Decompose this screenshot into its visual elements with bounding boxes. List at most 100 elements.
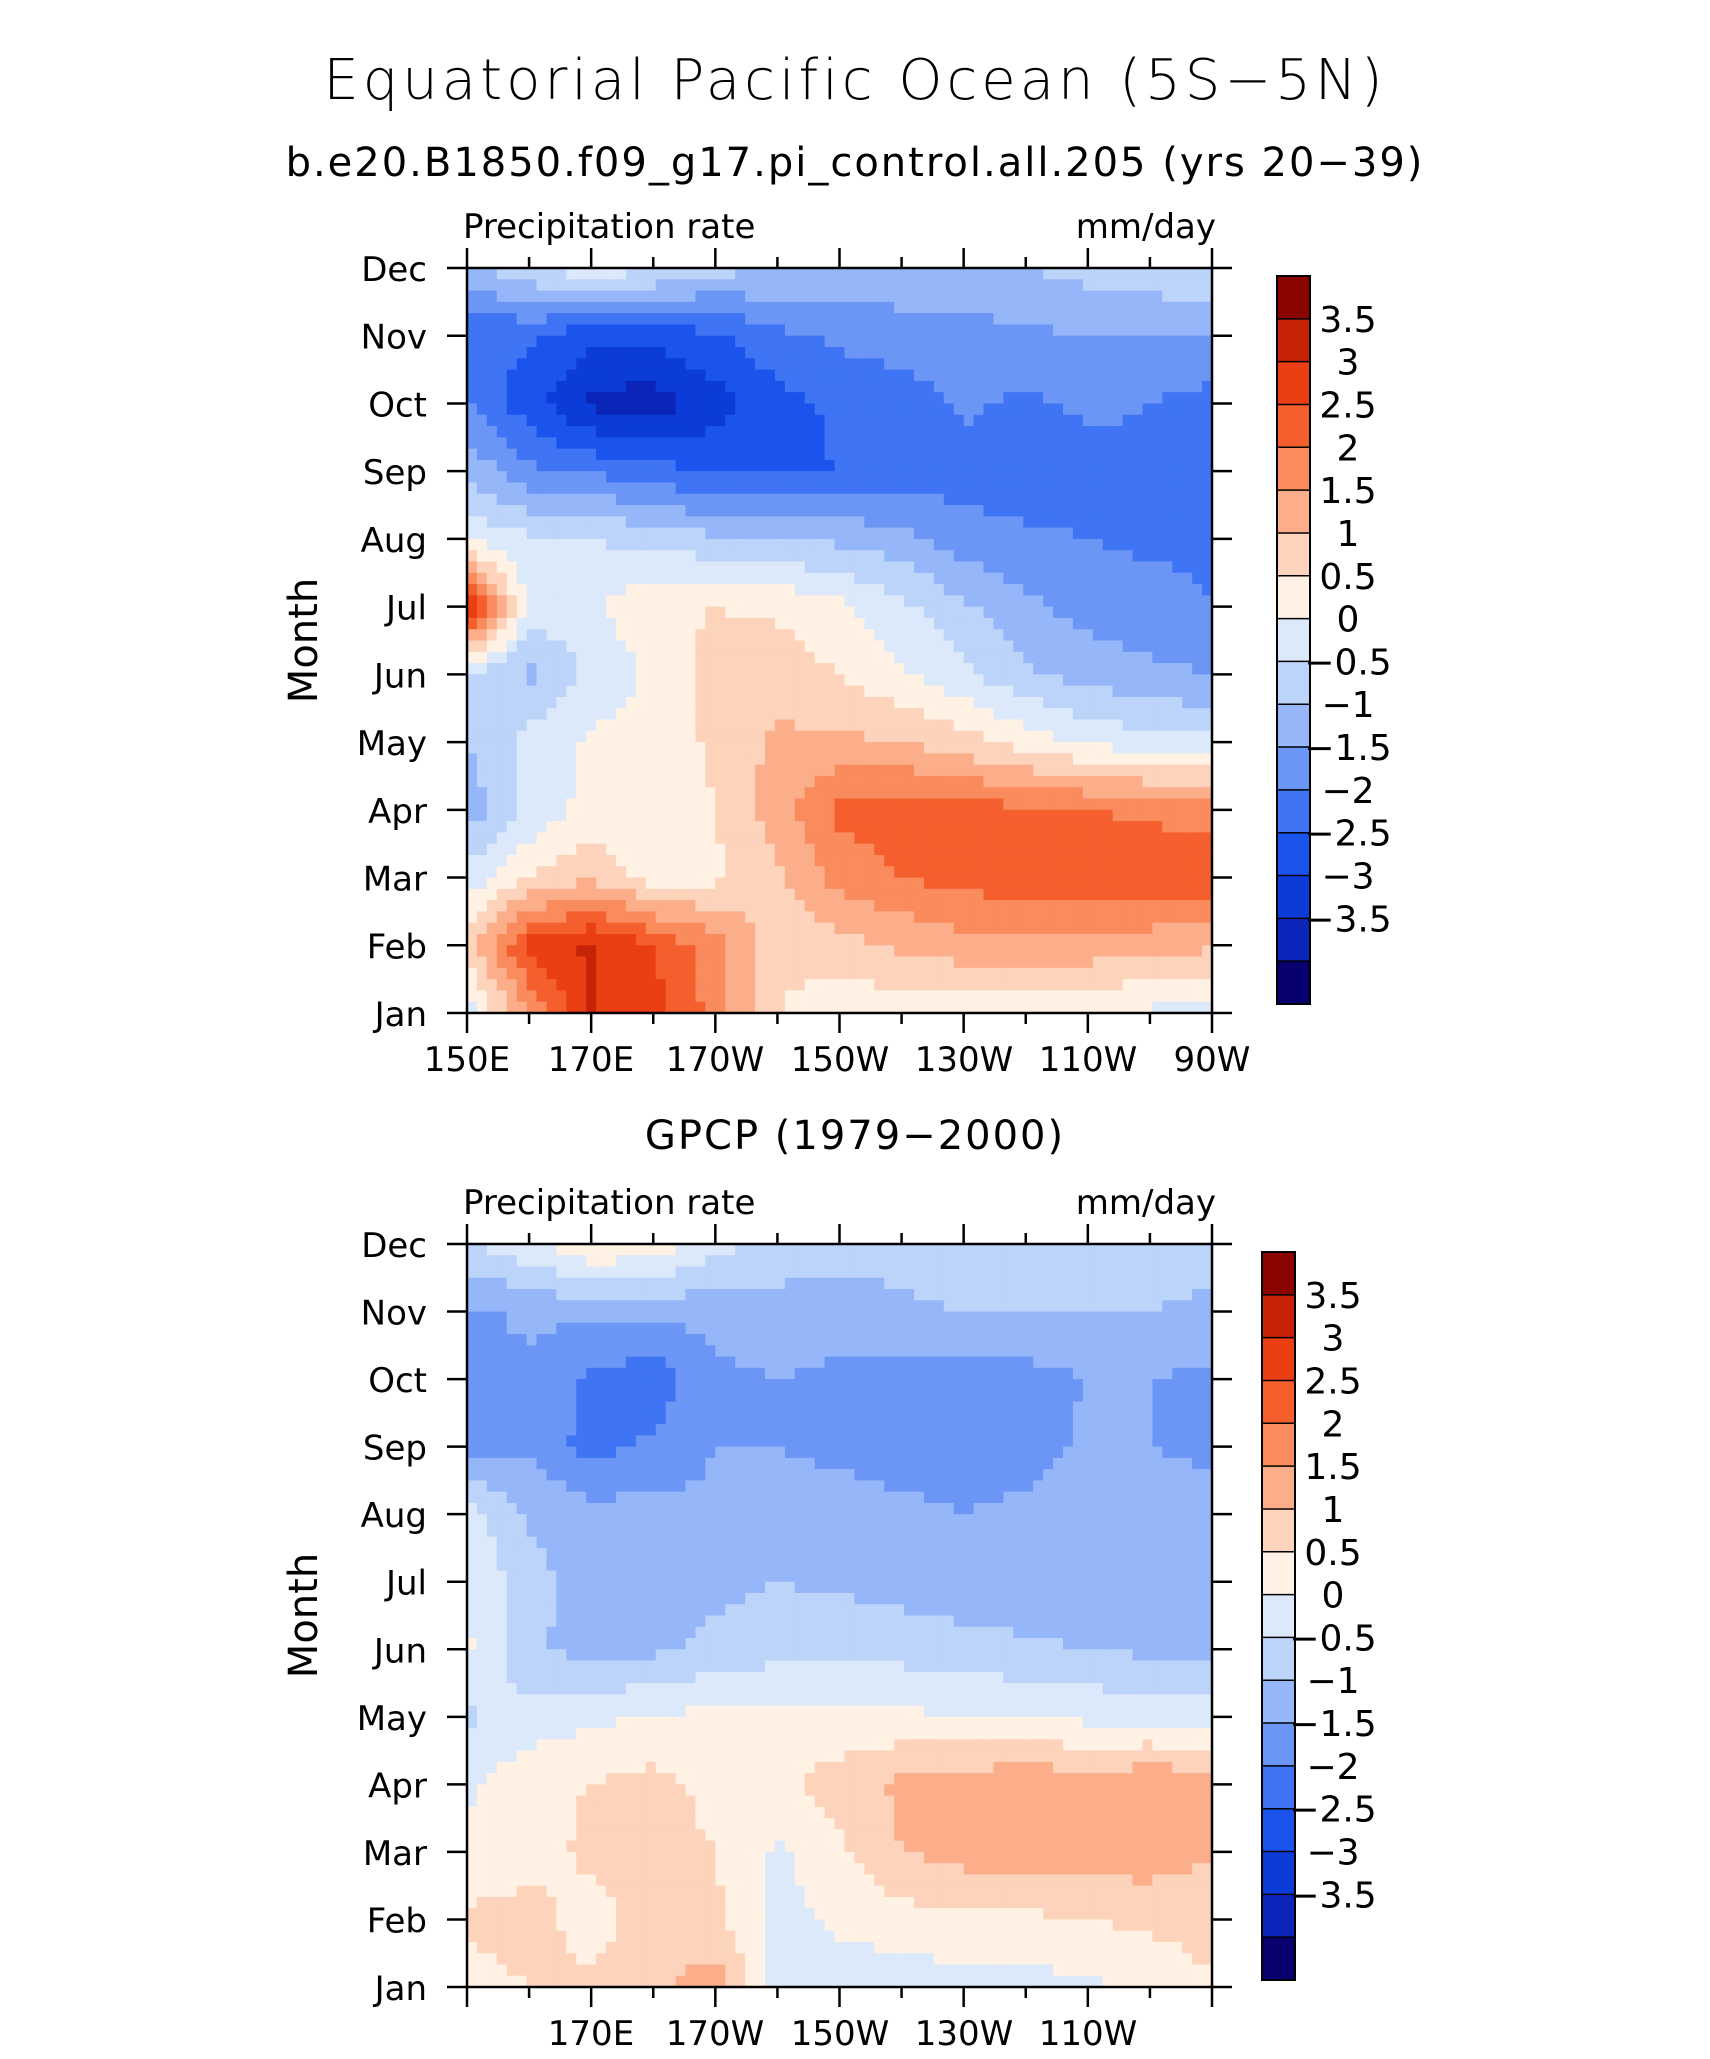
heatmap-cell xyxy=(814,538,826,551)
heatmap-cell xyxy=(1162,775,1173,788)
heatmap-cell xyxy=(1102,877,1114,890)
heatmap-cell xyxy=(774,268,786,280)
heatmap-cell xyxy=(516,877,528,890)
heatmap-cell xyxy=(755,482,766,495)
heatmap-cell xyxy=(824,437,836,450)
heatmap-cell xyxy=(1162,414,1173,427)
heatmap-cell xyxy=(864,911,875,924)
heatmap-cell xyxy=(486,392,498,405)
heatmap-cell xyxy=(526,922,538,935)
heatmap-cell xyxy=(625,516,637,529)
heatmap-cell xyxy=(794,742,806,754)
heatmap-cell xyxy=(1053,696,1064,709)
heatmap-cell xyxy=(1063,742,1074,754)
heatmap-cell xyxy=(586,651,597,664)
heatmap-cell xyxy=(516,313,528,326)
heatmap-cell xyxy=(765,482,776,495)
heatmap-cell xyxy=(566,640,577,653)
heatmap-cell xyxy=(1053,335,1064,348)
heatmap-cell xyxy=(1142,471,1153,484)
heatmap-cell xyxy=(735,471,746,484)
heatmap-cell xyxy=(586,933,597,946)
heatmap-cell xyxy=(536,956,548,969)
heatmap-cell xyxy=(1023,369,1034,382)
heatmap-cell xyxy=(556,538,567,551)
heatmap-cell xyxy=(506,335,518,348)
heatmap-cell xyxy=(834,922,846,935)
heatmap-cell xyxy=(973,471,985,484)
heatmap-cell xyxy=(1072,538,1084,551)
heatmap-cell xyxy=(1023,606,1034,619)
heatmap-cell xyxy=(1122,821,1134,833)
heatmap-cell xyxy=(1192,471,1203,484)
heatmap-cell xyxy=(765,787,776,800)
heatmap-cell xyxy=(943,832,955,845)
heatmap-cell xyxy=(536,866,548,879)
heatmap-cell xyxy=(576,629,587,642)
heatmap-cell xyxy=(745,493,756,506)
heatmap-cell xyxy=(735,708,746,721)
heatmap-cell xyxy=(1033,911,1044,924)
heatmap-cell xyxy=(616,775,627,788)
heatmap-cell xyxy=(755,290,766,303)
heatmap-cell xyxy=(576,764,587,777)
heatmap-cell xyxy=(1152,403,1163,416)
heatmap-cell xyxy=(735,719,746,732)
panel-2-subtitle: GPCP (1979−2000) xyxy=(644,1113,1066,1159)
heatmap-cell xyxy=(496,775,508,788)
heatmap-cell xyxy=(1132,945,1144,958)
heatmap-cell xyxy=(963,900,975,913)
heatmap-cell xyxy=(953,584,965,596)
heatmap-cell xyxy=(774,426,786,438)
heatmap-cell xyxy=(1112,663,1124,675)
heatmap-cell xyxy=(526,674,538,687)
heatmap-cell xyxy=(596,437,607,450)
heatmap-cell xyxy=(635,313,647,326)
heatmap-cell xyxy=(774,775,786,788)
heatmap-cell xyxy=(665,640,677,653)
heatmap-cell xyxy=(1202,595,1212,608)
heatmap-cell xyxy=(635,459,647,472)
heatmap-cell xyxy=(695,482,706,495)
heatmap-cell xyxy=(1142,1001,1153,1013)
heatmap-cell xyxy=(933,877,945,890)
heatmap-cell xyxy=(914,268,925,280)
heatmap-cell xyxy=(1132,866,1144,879)
heatmap-cell xyxy=(973,742,985,754)
heatmap-cell xyxy=(725,775,736,788)
heatmap-cell xyxy=(675,900,687,913)
heatmap-cell xyxy=(814,821,826,833)
heatmap-cell xyxy=(824,414,836,427)
heatmap-cell xyxy=(566,843,577,856)
heatmap-cell xyxy=(884,967,895,980)
heatmap-cell xyxy=(496,877,508,890)
heatmap-cell xyxy=(1142,505,1153,517)
heatmap-cell xyxy=(1033,866,1044,879)
heatmap-cell xyxy=(1013,787,1024,800)
heatmap-cell xyxy=(596,821,607,833)
heatmap-cell xyxy=(1132,437,1144,450)
heatmap-cell xyxy=(586,1001,597,1013)
heatmap-cell xyxy=(784,347,796,359)
heatmap-cell xyxy=(894,527,905,540)
heatmap-cell xyxy=(1112,911,1124,924)
heatmap-cell xyxy=(655,629,667,642)
heatmap-cell xyxy=(735,505,746,517)
heatmap-cell xyxy=(486,956,498,969)
heatmap-cell xyxy=(586,730,597,743)
heatmap-cell xyxy=(804,617,816,630)
heatmap-cell xyxy=(1063,1001,1074,1013)
heatmap-cell xyxy=(616,301,627,314)
heatmap-cell xyxy=(735,775,746,788)
heatmap-cell xyxy=(705,448,716,461)
heatmap-cell xyxy=(705,572,716,585)
heatmap-cell xyxy=(874,674,885,687)
heatmap-cell xyxy=(755,268,766,280)
heatmap-cell xyxy=(1112,380,1124,393)
heatmap-cell xyxy=(1132,471,1144,484)
heatmap-cell xyxy=(874,877,885,890)
heatmap-cell xyxy=(526,821,538,833)
heatmap-cell xyxy=(695,347,706,359)
heatmap-cell xyxy=(1092,651,1104,664)
heatmap-cell xyxy=(645,945,657,958)
